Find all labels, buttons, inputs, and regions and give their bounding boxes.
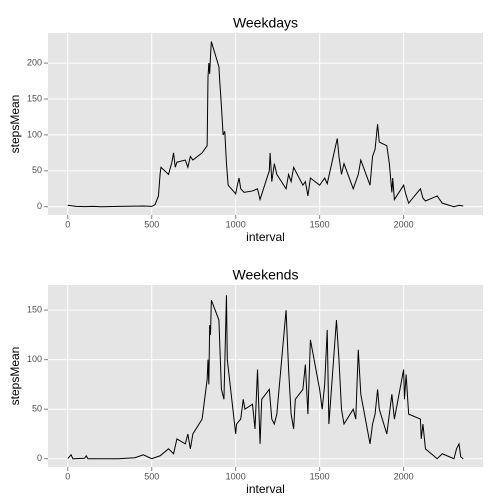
chart-title: Weekdays	[233, 15, 298, 31]
x-tick-label: 0	[65, 219, 70, 229]
y-tick-label: 50	[32, 404, 42, 414]
data-line	[67, 295, 464, 460]
data-line	[67, 41, 464, 208]
y-tick-label: 200	[27, 57, 42, 67]
chart-title: Weekends	[233, 267, 299, 283]
y-tick-label: 100	[27, 129, 42, 139]
x-tick-label: 500	[144, 471, 159, 481]
plot-panel	[48, 33, 483, 215]
x-tick-label: 2000	[394, 471, 414, 481]
x-tick-label: 1500	[310, 471, 330, 481]
y-tick-label: 0	[37, 453, 42, 463]
y-tick-label: 150	[27, 93, 42, 103]
y-tick-label: 100	[27, 354, 42, 364]
x-tick-label: 1500	[310, 219, 330, 229]
y-tick-label: 0	[37, 201, 42, 211]
x-tick-label: 500	[144, 219, 159, 229]
plot-panel	[48, 285, 483, 467]
x-tick-label: 2000	[394, 219, 414, 229]
y-axis-label: stepsMean	[8, 347, 22, 406]
x-axis-label: interval	[246, 230, 285, 244]
x-tick-label: 1000	[226, 471, 246, 481]
y-tick-label: 50	[32, 165, 42, 175]
y-tick-label: 150	[27, 304, 42, 314]
y-axis-label: stepsMean	[8, 95, 22, 154]
x-tick-label: 1000	[226, 219, 246, 229]
x-tick-label: 0	[65, 471, 70, 481]
x-axis-label: interval	[246, 482, 285, 496]
